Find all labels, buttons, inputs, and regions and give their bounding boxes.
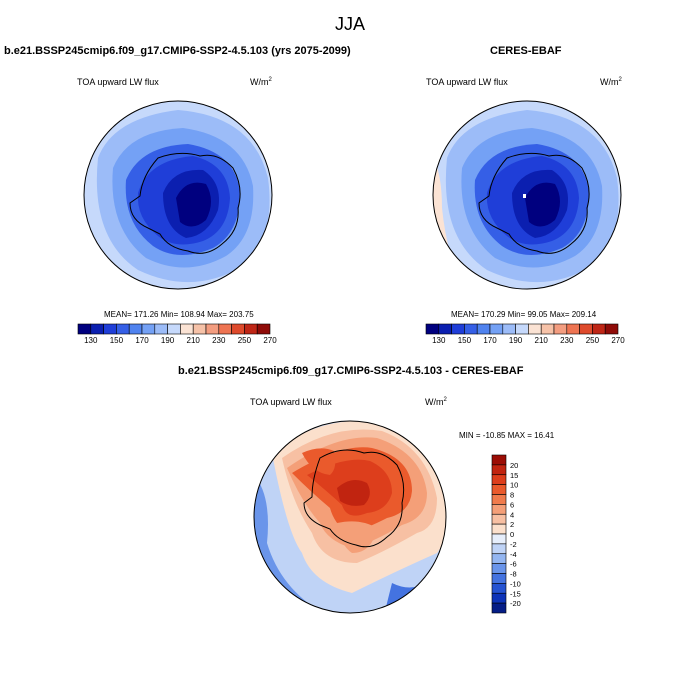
diff-panel-title: b.e21.BSSP245cmip6.f09_g17.CMIP6-SSP2-4.…	[178, 365, 524, 377]
diff-colorbar-box	[491, 563, 507, 574]
diff-colorbar-tick-label: 4	[510, 510, 514, 519]
model-colorbar-tick-label: 210	[187, 336, 201, 345]
model-colorbar-box	[141, 323, 156, 335]
season-title: JJA	[334, 14, 365, 34]
diff-colorbar-tick-label: -4	[510, 550, 517, 559]
diff-colorbar-box	[491, 553, 507, 564]
obs-colorbar-box	[592, 323, 606, 335]
obs-colorbar-box	[489, 323, 504, 335]
diff-colorbar-box	[491, 533, 507, 545]
diff-stats: MIN = -10.85 MAX = 16.41	[459, 431, 555, 440]
model-colorbar: 130 150 170 190 210 230 250 270	[77, 323, 277, 345]
obs-colorbar-box	[438, 323, 452, 335]
diff-colorbar-box	[491, 523, 507, 535]
obs-variable-label: TOA upward LW flux	[426, 77, 508, 87]
model-colorbar-box	[205, 323, 220, 335]
model-colorbar-tick-label: 230	[212, 336, 226, 345]
model-polar-map	[83, 100, 273, 290]
model-colorbar-box	[256, 323, 271, 335]
model-colorbar-tick-label: 150	[110, 336, 124, 345]
diff-colorbar-box	[491, 494, 507, 505]
obs-colorbar-box	[540, 323, 555, 335]
diff-colorbar-tick-label: 6	[510, 500, 514, 509]
diff-colorbar-tick-label: 15	[510, 471, 518, 480]
obs-colorbar-tick-label: 270	[611, 336, 625, 345]
diff-colorbar-tick-label: -15	[510, 589, 521, 598]
diff-colorbar-tick-label: -6	[510, 560, 517, 569]
model-colorbar-box	[77, 323, 92, 335]
obs-colorbar-tick-label: 130	[432, 336, 446, 345]
model-colorbar-box	[128, 323, 143, 335]
diff-polar-map	[253, 420, 447, 614]
diff-colorbar-box	[491, 602, 507, 614]
obs-colorbar-tick-label: 230	[560, 336, 574, 345]
obs-colorbar-tick-label: 150	[458, 336, 472, 345]
diff-colorbar-box	[491, 504, 507, 515]
obs-colorbar-tick-label: 190	[509, 336, 523, 345]
model-colorbar-box	[116, 323, 130, 335]
model-colorbar-box	[167, 323, 181, 335]
model-colorbar-box	[103, 323, 117, 335]
obs-colorbar-box	[566, 323, 580, 335]
diff-colorbar-tick-label: -2	[510, 540, 517, 549]
model-variable-label: TOA upward LW flux	[77, 77, 159, 87]
model-colorbar-box	[244, 323, 258, 335]
obs-colorbar-box	[604, 323, 619, 335]
model-panel-title: b.e21.BSSP245cmip6.f09_g17.CMIP6-SSP2-4.…	[4, 45, 351, 57]
diff-colorbar-box	[491, 474, 507, 485]
obs-colorbar: 130 150 170 190 210 230 250 270	[425, 323, 625, 345]
model-colorbar-box	[154, 323, 168, 335]
obs-colorbar-tick-label: 250	[586, 336, 600, 345]
model-colorbar-box	[90, 323, 104, 335]
model-colorbar-box	[218, 323, 232, 335]
diff-colorbar-box	[491, 513, 507, 525]
diff-colorbar-tick-label: 2	[510, 520, 514, 529]
obs-colorbar-box	[579, 323, 593, 335]
diff-colorbar-box	[491, 484, 507, 495]
model-colorbar-box	[192, 323, 207, 335]
model-colorbar-tick-label: 190	[161, 336, 175, 345]
diff-colorbar-tick-label: 20	[510, 461, 518, 470]
obs-stats: MEAN= 170.29 Min= 99.05 Max= 209.14	[451, 310, 597, 319]
obs-colorbar-box	[451, 323, 465, 335]
diff-colorbar-tick-label: -20	[510, 599, 521, 608]
diff-variable-label: TOA upward LW flux	[250, 397, 332, 407]
obs-colorbar-box	[425, 323, 440, 335]
diff-colorbar-box	[491, 543, 507, 555]
diff-colorbar-tick-label: -8	[510, 570, 517, 579]
obs-colorbar-box	[464, 323, 478, 335]
diff-colorbar-box	[491, 454, 507, 466]
obs-panel-title: CERES-EBAF	[490, 45, 562, 57]
obs-colorbar-box	[553, 323, 568, 335]
obs-colorbar-box	[476, 323, 491, 335]
diff-colorbar-box	[491, 464, 507, 476]
obs-colorbar-tick-label: 210	[535, 336, 549, 345]
diff-colorbar-box	[491, 583, 507, 594]
diff-colorbar-tick-label: 10	[510, 481, 518, 490]
diff-colorbar-tick-label: -10	[510, 579, 521, 588]
model-colorbar-box	[180, 323, 194, 335]
obs-units-label: W/m2	[600, 77, 622, 87]
model-colorbar-tick-label: 270	[263, 336, 277, 345]
model-colorbar-box	[231, 323, 245, 335]
diff-units-label: W/m2	[425, 397, 447, 407]
diff-colorbar-box	[491, 573, 507, 584]
model-colorbar-tick-label: 170	[135, 336, 149, 345]
diff-colorbar-box	[491, 592, 507, 604]
obs-polar-map	[432, 100, 622, 290]
obs-colorbar-box	[528, 323, 542, 335]
model-colorbar-tick-label: 130	[84, 336, 98, 345]
diff-colorbar-tick-label: 8	[510, 491, 514, 500]
model-units-label: W/m2	[250, 77, 272, 87]
obs-colorbar-box	[502, 323, 516, 335]
diff-colorbar-tick-label: 0	[510, 530, 514, 539]
obs-colorbar-box	[515, 323, 529, 335]
model-stats: MEAN= 171.26 Min= 108.94 Max= 203.75	[104, 310, 254, 319]
model-colorbar-tick-label: 250	[238, 336, 252, 345]
obs-colorbar-tick-label: 170	[483, 336, 497, 345]
